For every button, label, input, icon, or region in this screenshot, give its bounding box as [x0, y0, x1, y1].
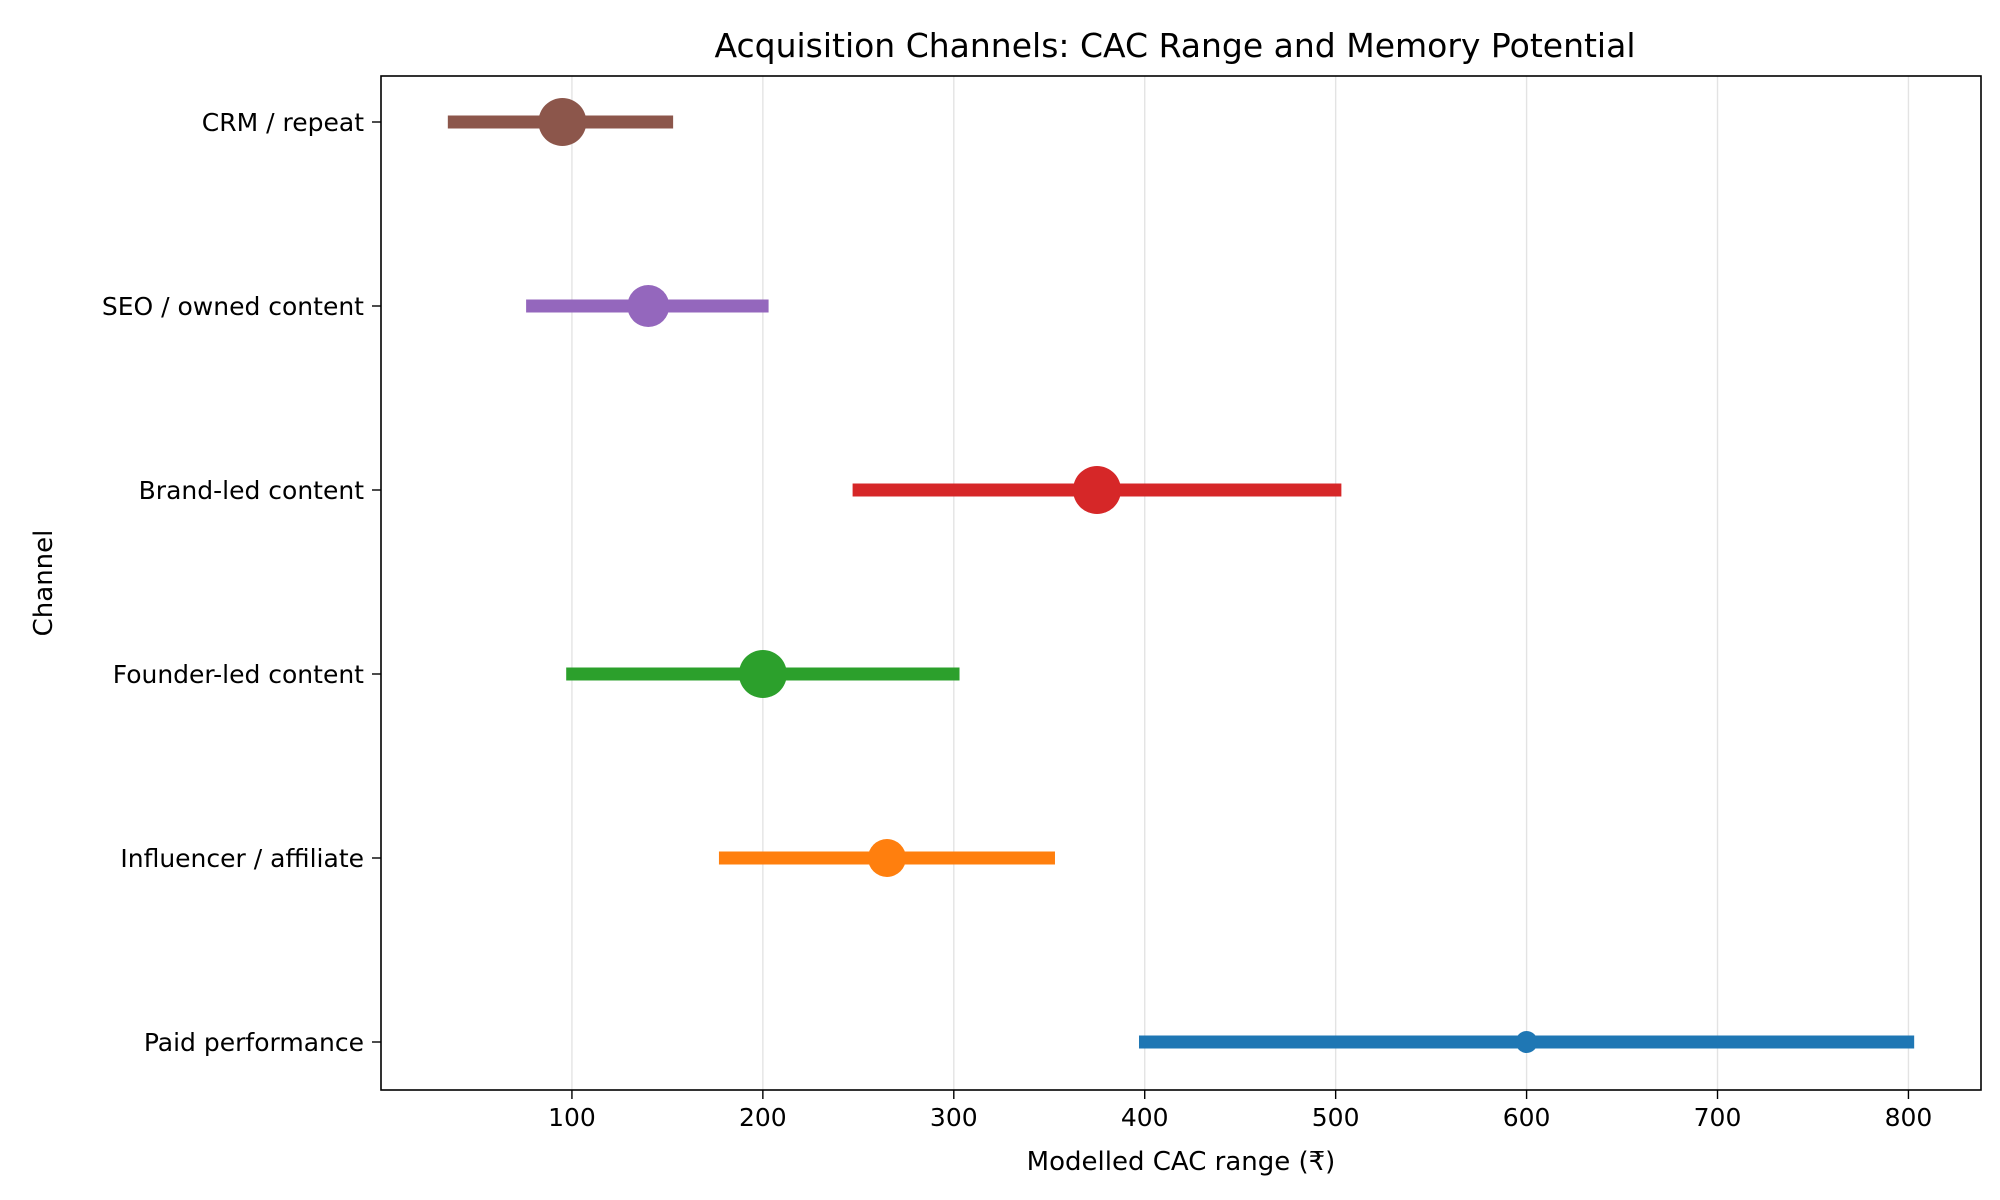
range-point: [1072, 466, 1121, 514]
x-tick-label: 600: [1503, 1103, 1551, 1132]
x-tick-label: 500: [1312, 1103, 1360, 1132]
x-tick-label: 400: [1121, 1103, 1169, 1132]
x-tick-label: 700: [1694, 1103, 1742, 1132]
range-point: [627, 285, 670, 327]
x-tick-label: 200: [739, 1103, 787, 1132]
range-points: [538, 98, 1538, 1053]
chart-title: Acquisition Channels: CAC Range and Memo…: [714, 26, 1635, 65]
x-axis-label: Modelled CAC range (₹): [1027, 1147, 1336, 1177]
y-tick-label: Brand-led content: [139, 476, 365, 505]
range-bars: [447, 115, 1915, 1049]
range-point: [538, 98, 587, 146]
y-tick-label: CRM / repeat: [202, 108, 364, 137]
x-tick-label: 100: [548, 1103, 596, 1132]
x-tick-label: 800: [1885, 1103, 1933, 1132]
y-axis-ticks: Paid performance Influencer / affiliate Fo…: [102, 108, 381, 1057]
y-tick-label: Founder-led content: [113, 660, 364, 689]
x-gridlines: [571, 76, 1910, 1090]
x-axis-ticks: 100 200 300 400 500 600 700 800: [548, 1090, 1932, 1132]
plot-frame: [380, 75, 1982, 1091]
x-tick-label: 300: [930, 1103, 978, 1132]
y-tick-label: Paid performance: [144, 1028, 364, 1057]
y-tick-label: Influencer / affiliate: [120, 844, 364, 873]
range-point: [1515, 1031, 1538, 1053]
range-point: [867, 839, 906, 877]
y-axis-label: Channel: [29, 530, 59, 637]
range-point: [738, 650, 787, 698]
y-tick-label: SEO / owned content: [102, 292, 364, 321]
